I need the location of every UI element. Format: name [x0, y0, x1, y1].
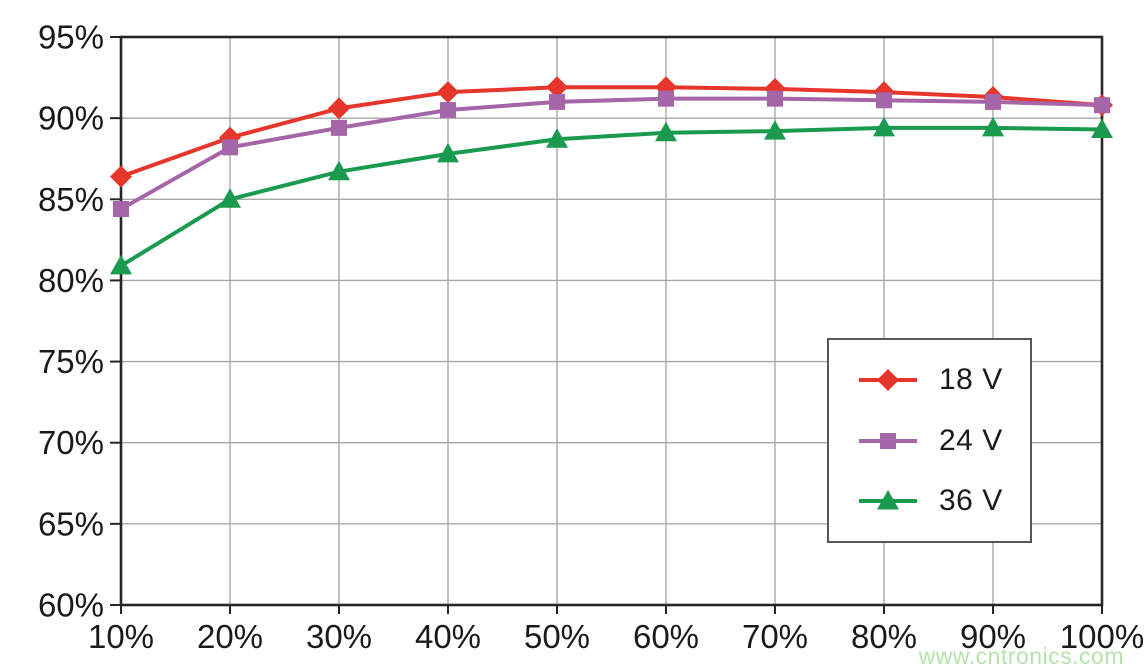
series-36v: [110, 116, 1113, 275]
triangle-legend-swatch-icon: [859, 489, 917, 510]
legend-item-24v: 24 V: [829, 421, 1030, 461]
x-axis-label: 30%: [306, 618, 372, 655]
y-axis-label: 60%: [38, 587, 104, 624]
legend-label: 36 V: [939, 483, 1003, 517]
series-line: [119, 125, 1104, 268]
diamond-marker-icon: [110, 165, 132, 188]
plot-frame: [119, 35, 1104, 607]
watermark: www.cntronics.com: [918, 643, 1124, 669]
legend-label: 18 V: [939, 363, 1003, 397]
diamond-marker-icon: [328, 97, 350, 120]
y-axis-label: 75%: [38, 343, 104, 380]
series-line: [119, 96, 1104, 212]
data-series: [110, 76, 1113, 275]
triangle-marker-icon: [764, 120, 786, 140]
triangle-marker-icon: [437, 142, 459, 163]
y-axis-label: 85%: [38, 181, 104, 218]
legend-item-36v: 36 V: [829, 481, 1030, 521]
y-axis-label: 95%: [38, 19, 104, 56]
x-axis-label: 50%: [524, 618, 590, 655]
diamond-marker-icon: [546, 76, 568, 99]
axis-ticks: [110, 36, 1103, 614]
square-marker-icon: [113, 201, 129, 218]
triangle-marker-icon: [1091, 118, 1113, 139]
y-axis-label: 80%: [38, 262, 104, 299]
legend-label: 24 V: [939, 423, 1003, 457]
square-marker-icon: [876, 92, 892, 109]
square-marker-icon: [440, 102, 456, 119]
x-axis-label: 100%: [1060, 618, 1144, 655]
triangle-marker-icon: [873, 116, 895, 137]
square-marker-icon: [549, 93, 565, 110]
triangle-marker-icon: [328, 160, 350, 181]
square-marker-icon: [1094, 97, 1110, 114]
x-axis-label: 10%: [88, 618, 154, 655]
series-18v: [110, 76, 1113, 188]
square-legend-swatch-icon: [859, 432, 917, 449]
square-marker-icon: [222, 139, 238, 156]
square-marker-icon: [880, 432, 896, 449]
diamond-marker-icon: [877, 369, 899, 392]
diamond-legend-swatch-icon: [859, 369, 917, 392]
x-axis-label: 60%: [633, 618, 699, 655]
x-axis-label: 20%: [197, 618, 263, 655]
triangle-marker-icon: [546, 128, 568, 148]
triangle-marker-icon: [877, 489, 899, 510]
square-marker-icon: [658, 90, 674, 107]
y-axis-label: 90%: [38, 100, 104, 137]
diamond-marker-icon: [437, 81, 459, 104]
x-axis-label: 70%: [742, 618, 808, 655]
y-axis-label: 65%: [38, 505, 104, 542]
x-axis-label: 40%: [415, 618, 481, 655]
series-line: [119, 85, 1104, 179]
legend-item-18v: 18 V: [829, 360, 1030, 400]
triangle-marker-icon: [219, 188, 241, 208]
triangle-marker-icon: [982, 116, 1004, 137]
series-24v: [113, 90, 1110, 218]
y-axis-labels: 95% 90% 85% 80% 75% 70% 65% 60%: [38, 19, 104, 624]
x-axis-labels: 10% 20% 30% 40% 50% 60% 70% 80% 90% 100%: [88, 618, 1144, 655]
triangle-marker-icon: [655, 121, 677, 142]
triangle-marker-icon: [110, 254, 132, 275]
square-marker-icon: [985, 93, 1001, 110]
legend: 18 V 24 V 36 V: [827, 338, 1032, 543]
x-axis-label: 80%: [851, 618, 917, 655]
square-marker-icon: [331, 119, 347, 136]
plot-border: [119, 35, 1104, 607]
y-axis-label: 70%: [38, 424, 104, 461]
square-marker-icon: [767, 90, 783, 107]
x-axis-label: 90%: [960, 618, 1026, 655]
